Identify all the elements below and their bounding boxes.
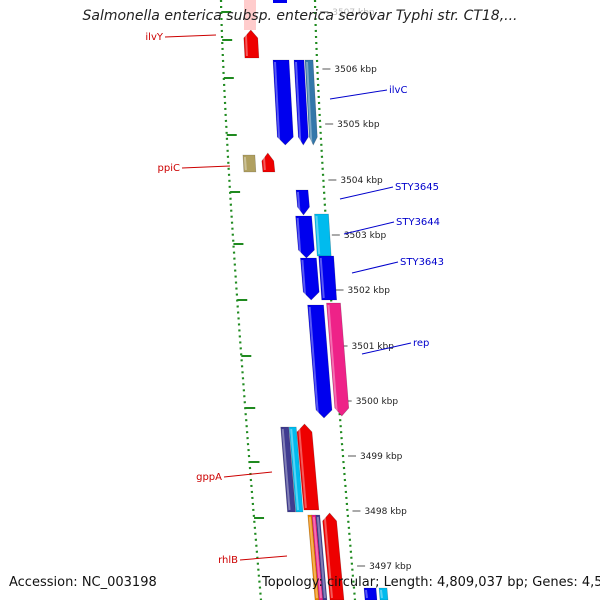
gene-feature-ppiC-b[interactable] [261, 152, 276, 173]
gene-label-STY3643[interactable]: STY3643 [400, 257, 444, 268]
gene-feature-shine [308, 516, 318, 599]
ruler-tick-label: 3501 kbp [352, 342, 395, 352]
gene-label-leader [223, 471, 273, 478]
gene-label-leader [339, 186, 394, 200]
gene-feature-shine [308, 306, 320, 417]
gene-feature-gppA-b[interactable] [288, 426, 304, 513]
ruler-tick-label: 3505 kbp [337, 120, 380, 130]
outer-dotted-ring [219, 0, 263, 601]
gene-feature-shine [319, 257, 325, 299]
gene-feature-ilvC-b[interactable] [293, 59, 309, 146]
gene-feature-shine [316, 516, 326, 599]
gene-feature-rep-b[interactable] [326, 302, 350, 417]
gene-label-STY3644[interactable]: STY3644 [396, 217, 440, 228]
gene-feature-shine [315, 215, 321, 255]
ruler-tick-label: 3500 kbp [356, 397, 399, 407]
ruler-tick-label: 3499 kbp [360, 452, 403, 462]
gene-feature-shine [262, 154, 266, 171]
gene-label-ppiC[interactable]: ppiC [158, 163, 180, 174]
gene-label-leader [361, 342, 412, 355]
gene-feature-rep-a[interactable] [307, 304, 333, 419]
gene-feature-shine [306, 61, 313, 144]
gene-feature-shine [301, 259, 307, 299]
gene-feature-shine [274, 61, 281, 144]
genome-summary-text: Topology: circular; Length: 4,809,037 bp… [262, 575, 600, 590]
ruler-tick-label: 3507 kbp [332, 8, 375, 18]
gene-feature-ilvC-c[interactable] [304, 59, 318, 146]
gene-feature-shine [327, 304, 338, 415]
gene-feature-STY3643-a[interactable] [300, 257, 320, 301]
accession-text: Accession: NC_003198 [9, 575, 157, 590]
gene-feature-gppA-c[interactable] [296, 423, 320, 511]
gene-label-leader [181, 165, 231, 169]
gene-feature-shine [290, 428, 300, 511]
gene-label-rhlB[interactable]: rhlB [218, 555, 238, 566]
gene-feature-shine [379, 589, 383, 599]
gene-feature-shine [323, 514, 333, 599]
gene-label-ilvY[interactable]: ilvY [145, 32, 163, 43]
ruler-tick-label: 3503 kbp [344, 231, 387, 241]
gene-feature-shine [244, 31, 248, 57]
ruler-tick-label: 3498 kbp [364, 507, 407, 517]
gene-feature-shine [312, 516, 322, 599]
gene-feature-ilvC-a[interactable] [272, 59, 294, 146]
ruler-tick-label: 3497 kbp [369, 562, 412, 572]
gene-label-STY3645[interactable]: STY3645 [395, 182, 439, 193]
gene-feature-shine [296, 191, 301, 214]
ruler-tick-label: 3502 kbp [348, 286, 391, 296]
gene-feature-STY3643-b[interactable] [318, 255, 338, 301]
gene-feature-shine [364, 589, 368, 599]
gene-label-ilvC[interactable]: ilvC [389, 85, 407, 96]
gene-feature-ppiC-a[interactable] [242, 154, 257, 173]
gene-feature-shine [281, 428, 291, 511]
gene-feature-shine [296, 217, 302, 257]
gene-feature-gppA-a[interactable] [280, 426, 296, 513]
faded-feature-top [273, 0, 287, 3]
gene-feature-STY3645[interactable] [295, 189, 310, 216]
gene-label-leader [164, 34, 217, 38]
gene-label-leader [351, 261, 399, 274]
faded-feature [244, 0, 256, 30]
gene-feature-shine [295, 61, 302, 144]
gene-feature-ilvY[interactable] [243, 29, 260, 59]
gene-feature-STY3644-a[interactable] [295, 215, 315, 259]
gene-label-rep[interactable]: rep [413, 338, 429, 349]
map-title: Salmonella enterica subsp. enterica sero… [82, 8, 518, 24]
gene-label-leader [343, 221, 395, 235]
gene-label-leader [329, 89, 388, 100]
ruler-tick-label: 3506 kbp [334, 65, 377, 75]
gene-label-leader [239, 555, 288, 561]
ruler-tick-label: 3504 kbp [340, 176, 383, 186]
gene-label-gppA[interactable]: gppA [196, 472, 222, 483]
gene-feature-shine [297, 425, 307, 509]
gene-feature-shine [243, 156, 247, 171]
